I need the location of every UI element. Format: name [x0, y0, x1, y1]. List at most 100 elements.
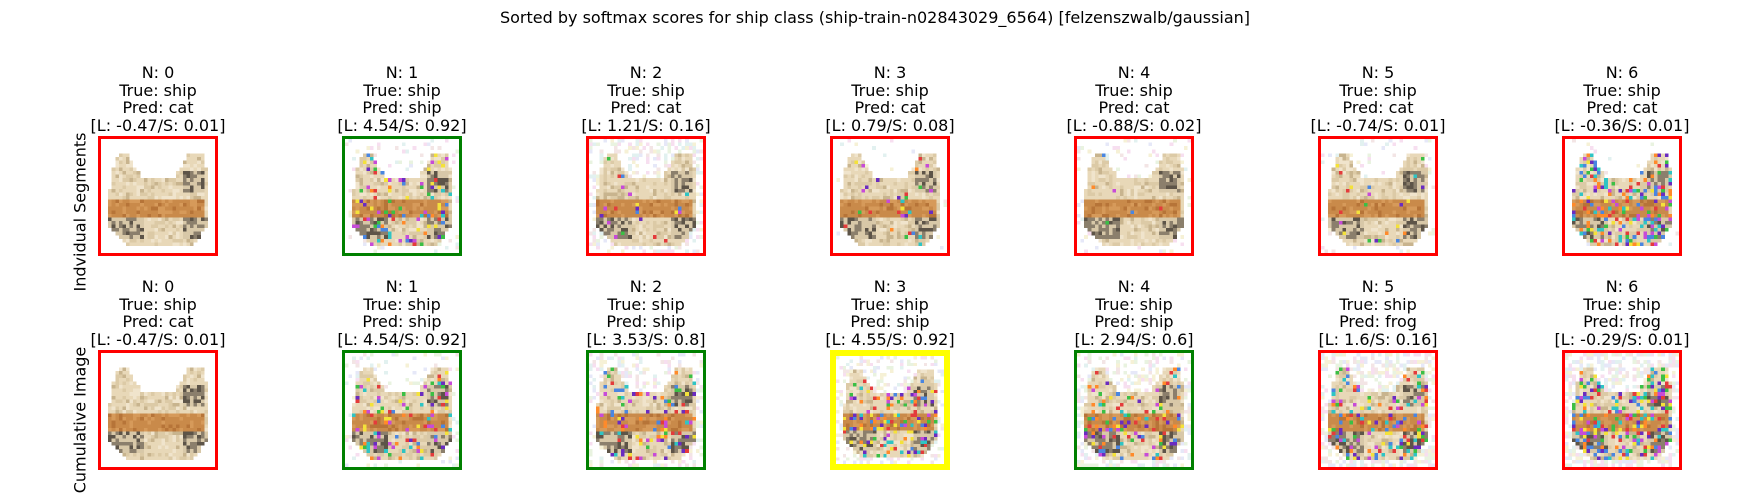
true-label: True: ship	[1095, 80, 1173, 100]
panel-index: N: 6	[1605, 63, 1639, 82]
image-frame	[1562, 350, 1682, 470]
result-panel: N: 3 True: ship Pred: cat [L: 0.79/S: 0.08]	[765, 64, 1015, 274]
image-frame	[586, 350, 706, 470]
true-label: True: ship	[1339, 294, 1417, 314]
score-label: [L: 3.53/S: 0.8]	[586, 329, 706, 349]
true-label: True: ship	[1583, 80, 1661, 100]
panel-index: N: 0	[141, 63, 175, 82]
segment-image	[1077, 353, 1191, 467]
image-frame	[98, 136, 218, 256]
panel-title: N: 4 True: ship Pred: cat [L: -0.88/S: 0.02…	[1009, 64, 1259, 134]
score-label: [L: -0.29/S: 0.01]	[1554, 329, 1690, 349]
true-label: True: ship	[363, 80, 441, 100]
image-frame	[98, 350, 218, 470]
panel-title: N: 6 True: ship Pred: cat [L: -0.36/S: 0.01…	[1497, 64, 1747, 134]
panel-title: N: 2 True: ship Pred: ship [L: 3.53/S: 0.8]	[521, 278, 771, 348]
score-label: [L: -0.36/S: 0.01]	[1554, 115, 1690, 135]
result-panel: N: 2 True: ship Pred: cat [L: 1.21/S: 0.16]	[521, 64, 771, 274]
predicted-label: Pred: frog	[1339, 312, 1417, 331]
true-label: True: ship	[851, 294, 929, 314]
panel-title: N: 2 True: ship Pred: cat [L: 1.21/S: 0.16]	[521, 64, 771, 134]
panel-title: N: 3 True: ship Pred: ship [L: 4.55/S: 0.92…	[765, 278, 1015, 348]
panel-title: N: 3 True: ship Pred: cat [L: 0.79/S: 0.08]	[765, 64, 1015, 134]
panel-title: N: 6 True: ship Pred: frog [L: -0.29/S: 0.0…	[1497, 278, 1747, 348]
panel-index: N: 3	[873, 63, 907, 82]
score-label: [L: 1.21/S: 0.16]	[581, 115, 711, 135]
predicted-label: Pred: frog	[1583, 312, 1661, 331]
result-panel: N: 5 True: ship Pred: frog [L: 1.6/S: 0.16]	[1253, 278, 1503, 488]
segment-image	[108, 367, 208, 460]
panel-index: N: 3	[873, 277, 907, 296]
panel-index: N: 1	[385, 277, 419, 296]
result-panel: N: 6 True: ship Pred: frog [L: -0.29/S: 0.0…	[1497, 278, 1747, 488]
result-panel: N: 3 True: ship Pred: ship [L: 4.55/S: 0.92…	[765, 278, 1015, 488]
panel-index: N: 5	[1361, 277, 1395, 296]
image-frame	[1562, 136, 1682, 256]
true-label: True: ship	[119, 80, 197, 100]
image-frame	[342, 350, 462, 470]
image-frame	[1318, 350, 1438, 470]
score-label: [L: 4.54/S: 0.92]	[337, 329, 467, 349]
predicted-label: Pred: ship	[362, 98, 442, 117]
result-panel: N: 2 True: ship Pred: ship [L: 3.53/S: 0.8]	[521, 278, 771, 488]
panel-index: N: 6	[1605, 277, 1639, 296]
predicted-label: Pred: cat	[1098, 98, 1170, 117]
segment-image	[1565, 353, 1679, 467]
score-label: [L: -0.74/S: 0.01]	[1310, 115, 1446, 135]
score-label: [L: 4.55/S: 0.92]	[825, 329, 955, 349]
result-panel: N: 6 True: ship Pred: cat [L: -0.36/S: 0.01…	[1497, 64, 1747, 274]
segment-image	[1572, 139, 1679, 246]
segment-image	[1321, 139, 1435, 253]
panel-index: N: 4	[1117, 277, 1151, 296]
panel-title: N: 5 True: ship Pred: frog [L: 1.6/S: 0.16]	[1253, 278, 1503, 348]
predicted-label: Pred: ship	[1094, 312, 1174, 331]
true-label: True: ship	[1095, 294, 1173, 314]
true-label: True: ship	[607, 80, 685, 100]
result-panel: N: 1 True: ship Pred: ship [L: 4.54/S: 0.92…	[277, 278, 527, 488]
predicted-label: Pred: cat	[854, 98, 926, 117]
panel-title: N: 1 True: ship Pred: ship [L: 4.54/S: 0.92…	[277, 278, 527, 348]
predicted-label: Pred: ship	[362, 312, 442, 331]
result-panel: N: 4 True: ship Pred: cat [L: -0.88/S: 0.02…	[1009, 64, 1259, 274]
segment-image	[589, 353, 703, 467]
segment-image	[836, 139, 947, 250]
panel-title: N: 0 True: ship Pred: cat [L: -0.47/S: 0.01…	[33, 64, 283, 134]
panel-title: N: 5 True: ship Pred: cat [L: -0.74/S: 0.01…	[1253, 64, 1503, 134]
result-panel: N: 4 True: ship Pred: ship [L: 2.94/S: 0.6]	[1009, 278, 1259, 488]
figure-title: Sorted by softmax scores for ship class …	[499, 8, 1251, 27]
panel-index: N: 4	[1117, 63, 1151, 82]
true-label: True: ship	[119, 294, 197, 314]
segment-image	[589, 139, 703, 253]
panel-title: N: 0 True: ship Pred: cat [L: -0.47/S: 0.01…	[33, 278, 283, 348]
panel-index: N: 2	[629, 277, 663, 296]
image-frame	[830, 136, 950, 256]
predicted-label: Pred: cat	[1586, 98, 1658, 117]
true-label: True: ship	[363, 294, 441, 314]
image-frame	[342, 136, 462, 256]
true-label: True: ship	[851, 80, 929, 100]
segment-image	[345, 353, 459, 467]
segment-image	[1321, 353, 1435, 467]
true-label: True: ship	[1583, 294, 1661, 314]
segment-image	[108, 153, 208, 246]
score-label: [L: 2.94/S: 0.6]	[1074, 329, 1194, 349]
result-panel: N: 0 True: ship Pred: cat [L: -0.47/S: 0.01…	[33, 64, 283, 274]
image-frame	[586, 136, 706, 256]
panel-title: N: 1 True: ship Pred: ship [L: 4.54/S: 0.92…	[277, 64, 527, 134]
predicted-label: Pred: cat	[122, 312, 194, 331]
panel-index: N: 0	[141, 277, 175, 296]
panel-index: N: 5	[1361, 63, 1395, 82]
segment-image	[345, 139, 459, 253]
predicted-label: Pred: cat	[1342, 98, 1414, 117]
result-panel: N: 1 True: ship Pred: ship [L: 4.54/S: 0.92…	[277, 64, 527, 274]
image-frame	[830, 350, 950, 470]
image-frame	[1074, 350, 1194, 470]
image-frame	[1074, 136, 1194, 256]
segment-image	[836, 356, 944, 464]
score-label: [L: 1.6/S: 0.16]	[1318, 329, 1438, 349]
panel-index: N: 1	[385, 63, 419, 82]
panel-title: N: 4 True: ship Pred: ship [L: 2.94/S: 0.6]	[1009, 278, 1259, 348]
predicted-label: Pred: cat	[610, 98, 682, 117]
score-label: [L: -0.47/S: 0.01]	[90, 329, 226, 349]
score-label: [L: 0.79/S: 0.08]	[825, 115, 955, 135]
